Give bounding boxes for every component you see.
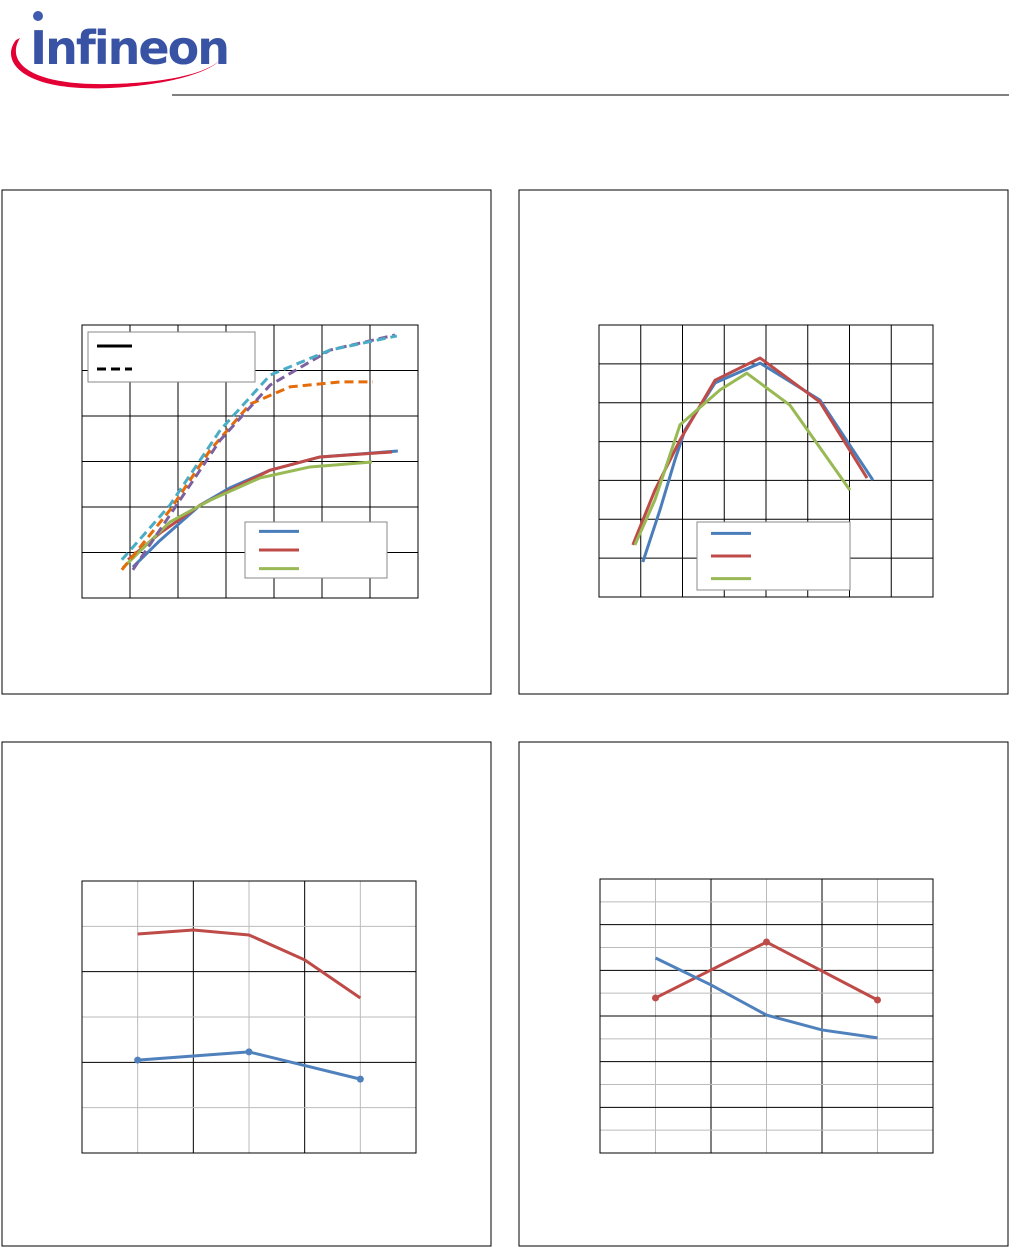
legend <box>87 331 256 383</box>
series-line <box>631 356 869 546</box>
plot-border <box>81 880 417 1154</box>
series-line <box>121 460 373 570</box>
series-line <box>654 956 878 1040</box>
series-line <box>633 371 852 546</box>
series-line <box>137 928 362 1000</box>
point <box>134 1056 142 1064</box>
plot-border <box>598 324 934 598</box>
logo: Infineon <box>10 11 230 89</box>
series-line <box>120 380 373 571</box>
plot-border <box>81 324 419 599</box>
plot-border <box>599 878 934 1154</box>
point <box>763 938 770 946</box>
logo-dot <box>33 11 43 21</box>
point <box>874 996 881 1004</box>
point <box>245 1048 253 1056</box>
logo-text: Infineon <box>30 21 228 75</box>
series-line <box>120 334 398 561</box>
point <box>356 1075 364 1083</box>
point <box>652 994 659 1002</box>
